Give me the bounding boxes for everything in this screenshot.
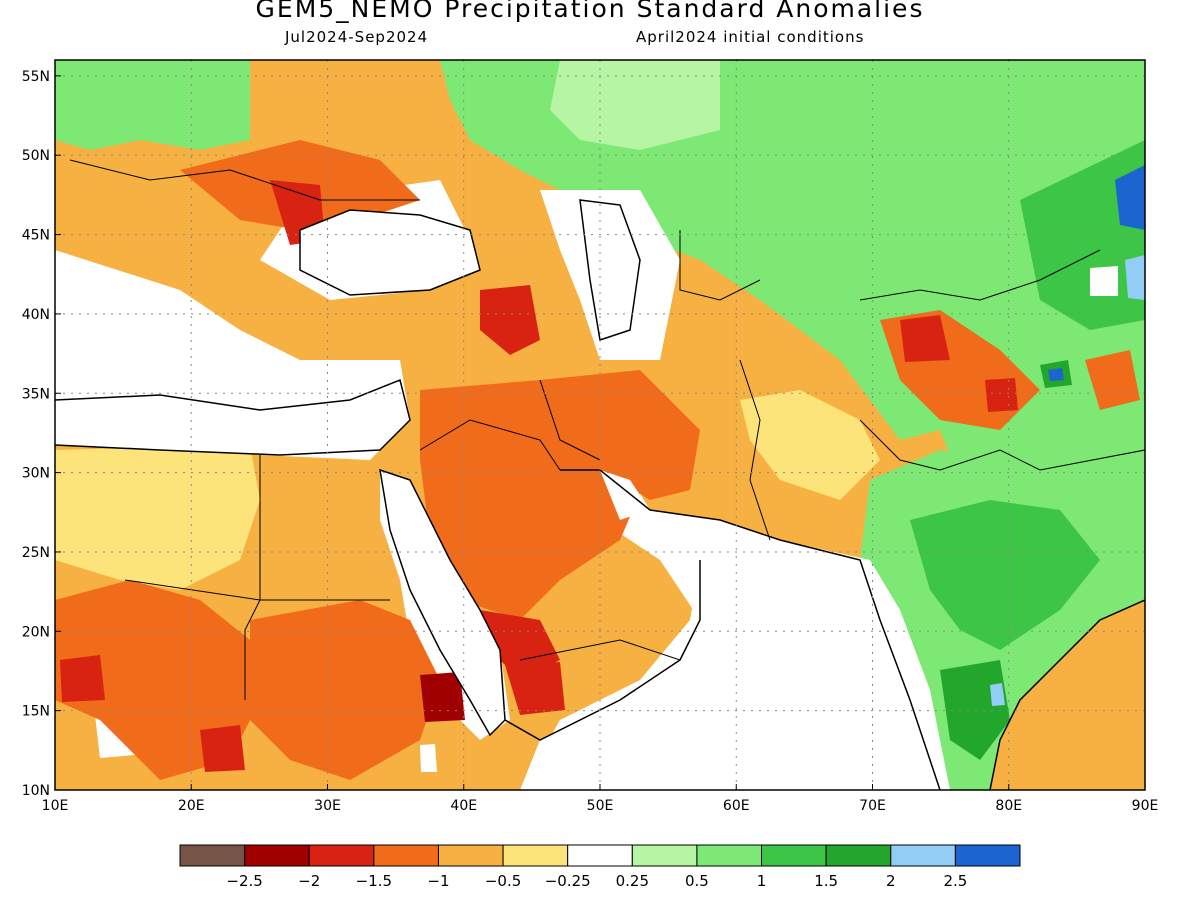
colorbar-swatch [825, 844, 892, 867]
arabia-south-coast [504, 560, 701, 741]
neutral-spot-ethiopia [420, 744, 437, 772]
colorbar-swatch [308, 844, 375, 867]
colorbar-label: −0.5 [485, 872, 521, 890]
mediterranean-sea [55, 380, 410, 455]
strong-dry-karakoram [900, 315, 950, 362]
colorbar-label: 1 [757, 872, 767, 890]
colorbar-label: 2 [886, 872, 896, 890]
lon-tick-label: 20E [178, 798, 205, 814]
colorbar-swatch [437, 844, 504, 867]
border-china-north [859, 249, 1101, 301]
wet-spot-india-south [990, 683, 1005, 706]
wetter-region-india [910, 500, 1100, 650]
initial-conditions: April2024 initial conditions [636, 28, 865, 46]
country-borders [69, 159, 1145, 700]
bay-of-bengal-coast [989, 599, 1145, 790]
border-sahara [124, 579, 261, 601]
colorbar-swatch [502, 844, 569, 867]
colorbar-label: −1.5 [356, 872, 392, 890]
lat-tick-label: 45N [22, 228, 50, 244]
lon-tick-label: 90E [1132, 798, 1159, 814]
colorbar-swatch [244, 844, 310, 867]
lon-tick-label: 50E [587, 798, 614, 814]
colorbar: −2.5 −2 −1.5 −1 −0.5 −0.25 0.25 0.5 1 1.5 2 2.5 [179, 844, 1021, 890]
longitude-axis: 10E 20E 30E 40E 50E 60E 70E 80E 90E [42, 784, 1159, 814]
lon-tick-label: 10E [42, 798, 69, 814]
border-arabia-north [419, 419, 561, 471]
severe-dry-ethiopia [420, 672, 465, 722]
dry-region-sudan [250, 600, 440, 780]
lat-tick-label: 50N [22, 148, 50, 164]
black-sea [300, 210, 480, 295]
border-libya-egypt [244, 455, 261, 700]
latitude-axis: 10N 15N 20N 25N 30N 35N 40N 45N 50N 55N [22, 69, 61, 799]
arabian-sea [520, 560, 940, 790]
red-sea [380, 470, 505, 735]
wet-region-north-europe [55, 60, 250, 150]
wet-spot-northeast [1125, 255, 1145, 300]
colorbar-swatch [954, 844, 1021, 867]
lon-tick-label: 40E [450, 798, 477, 814]
lon-tick-label: 30E [314, 798, 341, 814]
dry-region-iraq [540, 370, 700, 500]
dry-region-tibet-east [1085, 350, 1140, 410]
lat-tick-label: 25N [22, 545, 50, 561]
lat-tick-label: 35N [22, 386, 50, 402]
colorbar-label: −2.5 [226, 872, 262, 890]
strong-dry-chad [200, 725, 245, 772]
forecast-period: Jul2024-Sep2024 [285, 28, 429, 46]
lat-tick-label: 10N [22, 783, 50, 799]
strong-dry-yemen [505, 662, 565, 715]
border-himalaya [859, 419, 1145, 471]
red-sea-coast [379, 468, 506, 737]
colorbar-swatch [631, 844, 698, 867]
arabian-sea-coast [560, 469, 941, 790]
colorbar-swatch [761, 844, 827, 867]
lon-tick-label: 60E [723, 798, 750, 814]
wet-region-caspian-north [550, 60, 720, 150]
lat-tick-label: 40N [22, 307, 50, 323]
border-central-asia [679, 230, 761, 301]
border-yemen [519, 639, 681, 661]
lon-tick-label: 70E [859, 798, 886, 814]
strong-dry-turkey-east [480, 285, 540, 355]
colorbar-label: −0.25 [545, 872, 591, 890]
colorbar-swatch [890, 844, 956, 867]
colorbar-label: 0.25 [616, 872, 649, 890]
neutral-spot-northeast [1090, 266, 1118, 296]
lat-tick-label: 55N [22, 69, 50, 85]
black-sea-coast [299, 209, 481, 296]
lat-tick-label: 30N [22, 466, 50, 482]
border-europe [69, 159, 420, 201]
lat-tick-label: 20N [22, 624, 50, 640]
colorbar-label: 2.5 [943, 872, 967, 890]
colorbar-label: −2 [298, 872, 320, 890]
anomaly-field [55, 60, 1145, 790]
border-iran-pakistan [739, 359, 771, 541]
colorbar-swatch [567, 844, 633, 867]
lon-tick-label: 80E [995, 798, 1022, 814]
colorbar-label: 1.5 [814, 872, 838, 890]
colorbar-label: 0.5 [685, 872, 709, 890]
mediterranean-coast [55, 378, 411, 456]
strong-dry-arabia-south [480, 610, 560, 680]
chart-title: GEM5_NEMO Precipitation Standard Anomali… [255, 0, 925, 23]
colorbar-swatch [696, 844, 763, 867]
border-iraq [539, 379, 601, 461]
strong-dry-nepal [985, 378, 1018, 412]
colorbar-swatch [179, 844, 246, 867]
caspian-coast [579, 199, 641, 341]
graticule [55, 60, 1145, 790]
very-wet-spot-northeast [1115, 165, 1145, 230]
coastlines [55, 199, 1145, 790]
lat-tick-label: 15N [22, 704, 50, 720]
light-dry-sahara [55, 445, 260, 590]
persian-gulf [600, 470, 650, 520]
strong-dry-niger [60, 655, 105, 702]
very-wet-spot-tibet [1048, 368, 1064, 381]
colorbar-swatch [373, 844, 439, 867]
colorbar-label: −1 [427, 872, 449, 890]
